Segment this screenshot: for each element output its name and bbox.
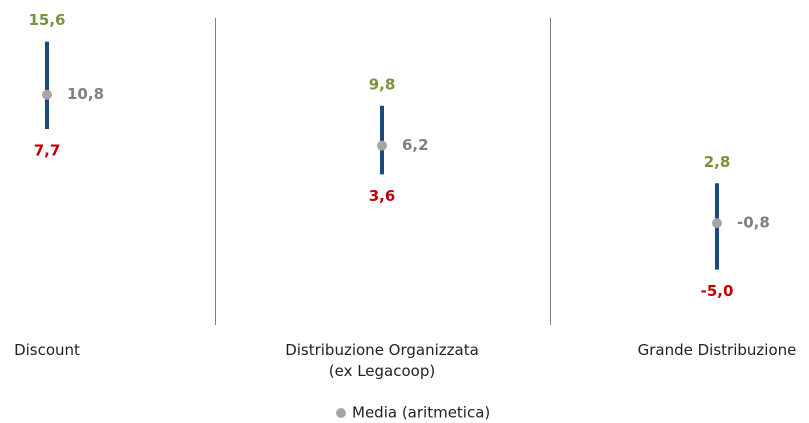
low-label: 7,7 (34, 142, 61, 160)
category-label: Grande Distribuzione (637, 341, 797, 359)
legend-marker (336, 408, 346, 418)
mean-marker (377, 140, 387, 151)
mean-marker (712, 218, 722, 229)
high-label: 9,8 (369, 75, 396, 93)
legend-label: Media (aritmetica) (352, 404, 490, 422)
category-label: Distribuzione Organizzata (ex Legacoop) (285, 341, 479, 380)
low-label: -5,0 (701, 282, 734, 300)
mean-label: 10,8 (67, 85, 104, 103)
high-label: 2,8 (704, 153, 731, 171)
mean-label: -0,8 (737, 214, 770, 232)
mean-label: 6,2 (402, 136, 429, 154)
high-label: 15,6 (28, 11, 65, 29)
mean-marker (42, 89, 52, 100)
category-label: Discount (14, 341, 80, 359)
low-label: 3,6 (369, 187, 396, 205)
